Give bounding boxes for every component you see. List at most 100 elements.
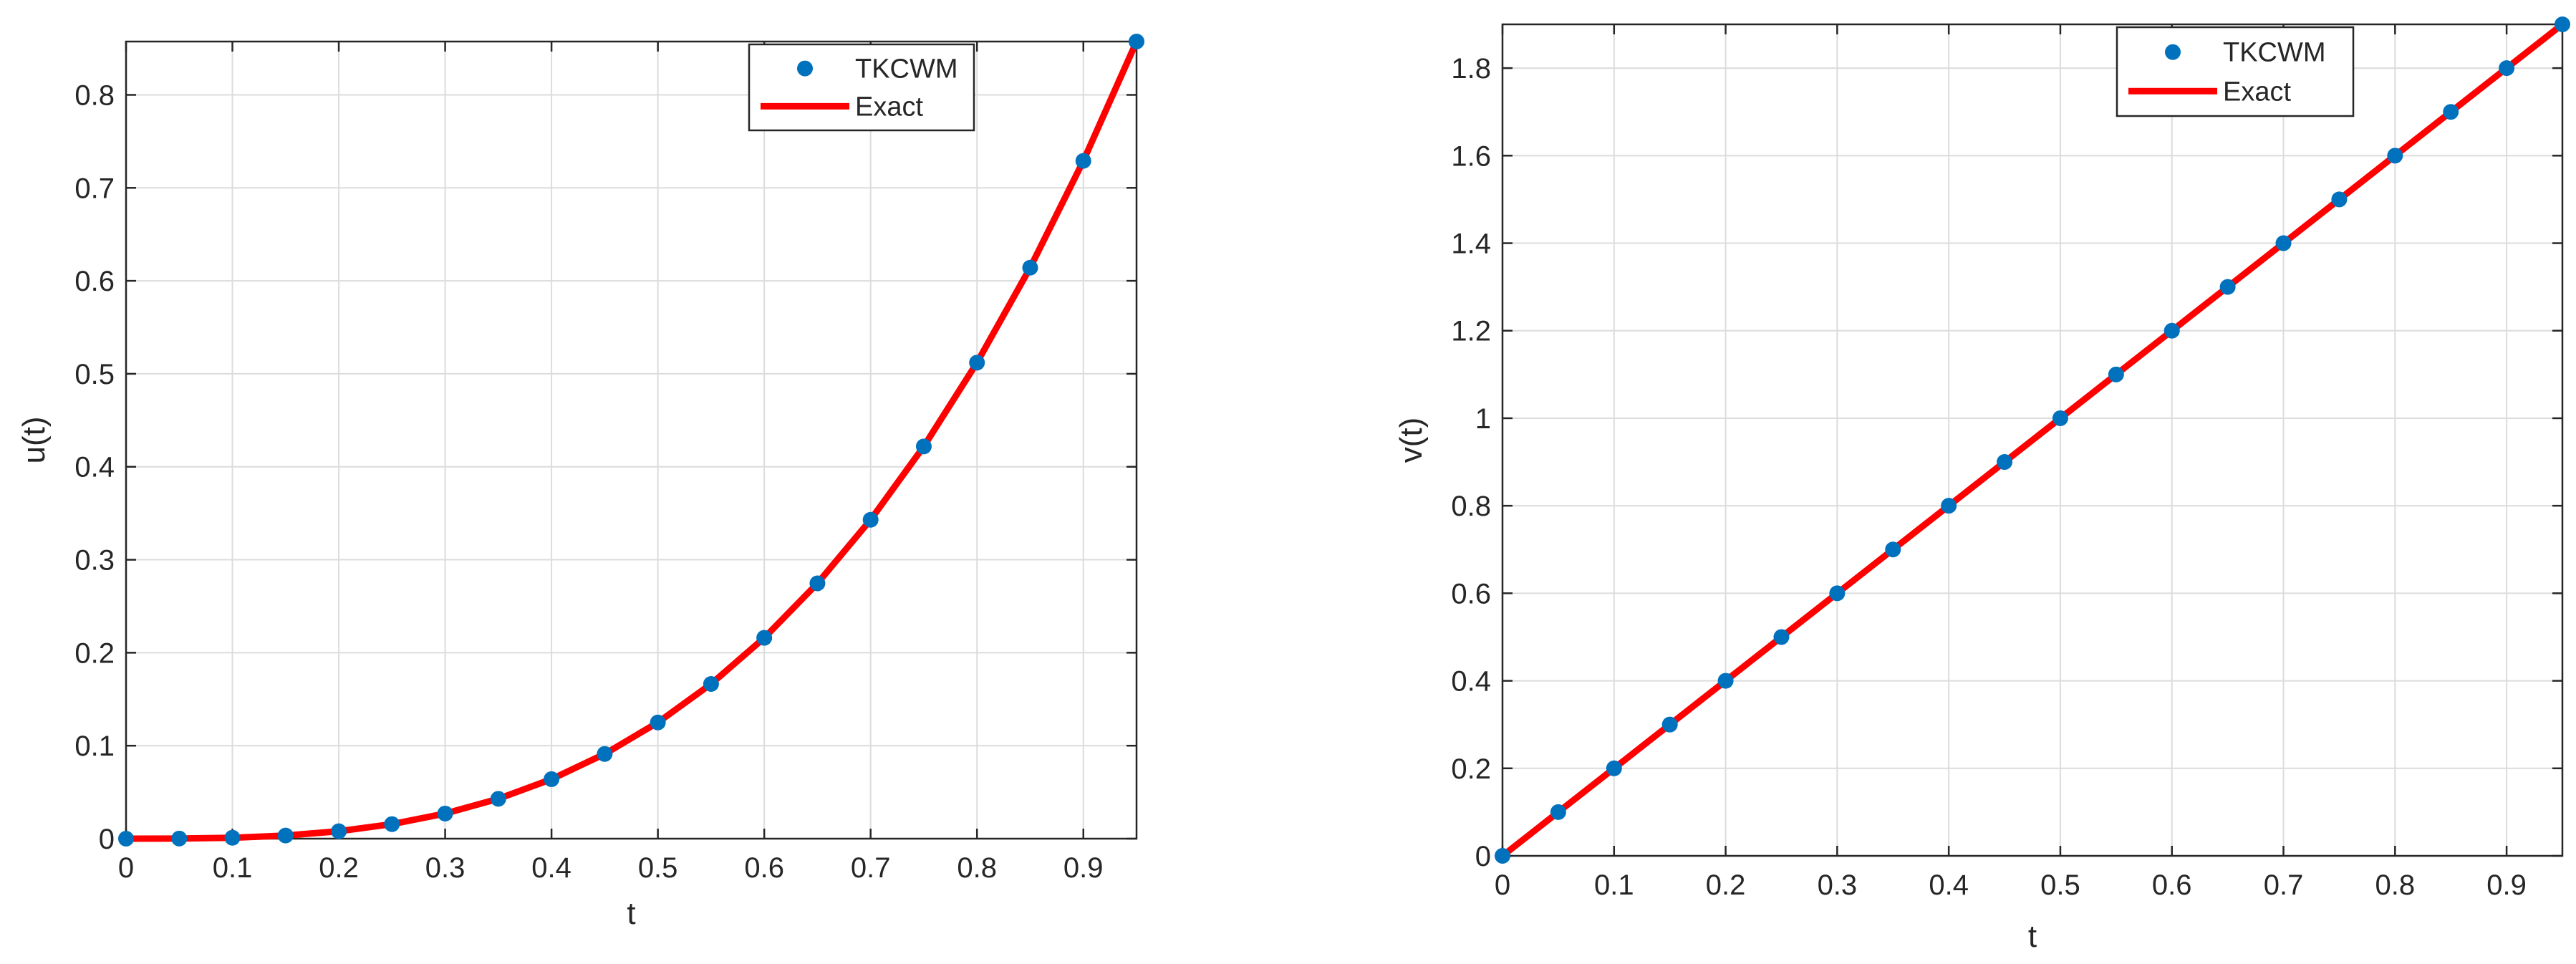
right-xtick-label: 0.4	[1929, 869, 1969, 901]
right-xtick-label: 0.2	[1706, 869, 1746, 901]
right-legend-label-tkcwm: TKCWM	[2223, 38, 2326, 68]
right-tkcwm-point	[1773, 629, 1790, 645]
left-tkcwm-point	[756, 630, 773, 646]
right-tkcwm-point	[1717, 673, 1734, 689]
right-legend-label-exact: Exact	[2223, 77, 2291, 107]
left-xtick-label: 0.3	[425, 852, 465, 884]
right-tkcwm-point	[2443, 104, 2459, 120]
left-chart: 0 0.1 0.2 0.3 0.4 0.5 0.6 0.7 0.8 0.9 0 0.1 0.2 0.3 0.…	[16, 34, 1144, 931]
left-xtick-label: 0.4	[531, 852, 571, 884]
right-xtick-label: 0.1	[1594, 869, 1634, 901]
left-axes-box	[125, 40, 1138, 840]
left-legend-marker-icon	[797, 60, 813, 77]
left-tkcwm-point	[862, 511, 879, 528]
left-tkcwm-point	[384, 816, 400, 832]
right-ytick-label: 0	[1475, 841, 1491, 872]
left-ytick-label: 0.1	[74, 731, 115, 762]
right-xtick-label: 0.8	[2375, 869, 2416, 901]
right-tkcwm-point	[2555, 16, 2570, 32]
right-tkcwm-point	[2163, 322, 2180, 339]
right-tkcwm-point	[1661, 716, 1678, 733]
right-tkcwm-point	[1606, 760, 1622, 776]
left-ytick-label: 0.6	[74, 266, 115, 297]
left-ytick-label: 0.7	[74, 173, 115, 204]
left-tkcwm-point	[809, 575, 826, 592]
left-tkcwm-point	[1022, 259, 1038, 276]
left-tkcwm-point	[331, 823, 347, 839]
right-tkcwm-point	[1941, 498, 1957, 514]
right-ytick-label: 0.4	[1451, 666, 1491, 698]
left-tkcwm-point	[171, 830, 188, 847]
left-xtick-label: 0.6	[744, 852, 784, 884]
left-ytick-label: 0.3	[74, 545, 115, 577]
left-xtick-label: 0.9	[1063, 852, 1104, 884]
left-tkcwm-point	[703, 676, 719, 693]
right-legend: TKCWM Exact	[2116, 26, 2355, 117]
right-xtick-label: 0	[1495, 869, 1510, 901]
left-tkcwm-point	[597, 746, 613, 762]
right-y-axis-label: v(t)	[1394, 418, 1429, 463]
left-tkcwm-point	[490, 791, 506, 807]
right-ytick-label: 1.8	[1451, 53, 1491, 85]
left-tkcwm-point	[915, 438, 932, 455]
left-xtick-label: 0.5	[638, 852, 678, 884]
left-tkcwm-point	[437, 805, 453, 821]
right-tkcwm-point	[1885, 541, 1901, 558]
right-ytick-label: 0.2	[1451, 753, 1491, 785]
left-legend-label-exact: Exact	[855, 92, 923, 122]
right-exact-line	[1499, 21, 2566, 859]
left-x-axis-label: t	[627, 896, 635, 931]
right-ytick-label: 1.6	[1451, 140, 1491, 172]
right-xtick-label: 0.3	[1818, 869, 1858, 901]
left-tkcwm-point	[969, 355, 985, 371]
right-axes-box	[1501, 23, 2564, 857]
right-xtick-label: 0.9	[2486, 869, 2527, 901]
right-tkcwm-point	[2219, 279, 2236, 295]
right-chart: 0 0.1 0.2 0.3 0.4 0.5 0.6 0.7 0.8 0.9 0 0.2 0.4 0.6 0.…	[1394, 16, 2570, 954]
right-ytick-label: 1.2	[1451, 316, 1491, 347]
left-xtick-label: 0	[118, 852, 134, 884]
right-tkcwm-point	[1495, 848, 1510, 864]
left-ytick-label: 0.8	[74, 79, 115, 111]
right-xtick-label: 0.6	[2152, 869, 2192, 901]
left-y-axis-label: u(t)	[16, 417, 52, 464]
left-legend: TKCWM Exact	[748, 43, 975, 132]
left-tkcwm-point	[277, 827, 294, 844]
left-exact-line	[122, 38, 1140, 842]
left-ytick-label: 0.2	[74, 637, 115, 669]
left-tkcwm-point	[1129, 34, 1144, 49]
left-ytick-label: 0.5	[74, 359, 115, 390]
right-tkcwm-point	[2108, 366, 2124, 382]
left-legend-box	[748, 43, 975, 132]
left-xtick-label: 0.1	[213, 852, 253, 884]
left-tkcwm-point	[650, 714, 666, 731]
left-plot-area	[126, 42, 1137, 839]
left-xtick-label: 0.2	[319, 852, 359, 884]
left-xtick-label: 0.8	[957, 852, 997, 884]
right-tkcwm-point	[1829, 585, 1846, 602]
left-legend-label-tkcwm: TKCWM	[855, 54, 958, 85]
right-legend-marker-icon	[2165, 44, 2181, 60]
left-tkcwm-point	[118, 831, 134, 847]
left-xtick-label: 0.7	[851, 852, 891, 884]
right-xtick-label: 0.7	[2264, 869, 2304, 901]
right-tkcwm-point	[2275, 235, 2292, 251]
right-x-axis-label: t	[2028, 919, 2037, 954]
left-ytick-label: 0	[99, 824, 115, 855]
right-tkcwm-point	[1997, 454, 2013, 471]
right-tkcwm-point	[2499, 60, 2515, 77]
left-tkcwm-point	[544, 771, 560, 787]
left-tkcwm-point	[1075, 153, 1091, 169]
right-tkcwm-point	[2387, 148, 2403, 164]
right-legend-box	[2116, 26, 2355, 117]
right-xtick-label: 0.5	[2040, 869, 2080, 901]
right-tkcwm-point	[1550, 804, 1566, 820]
right-tkcwm-point	[2331, 191, 2348, 208]
left-ytick-label: 0.4	[74, 452, 115, 483]
right-ytick-label: 0.6	[1451, 578, 1491, 609]
right-ytick-label: 1.4	[1451, 228, 1491, 260]
right-ytick-label: 0.8	[1451, 491, 1491, 522]
right-tkcwm-point	[2052, 410, 2068, 426]
left-tkcwm-point	[224, 829, 241, 846]
